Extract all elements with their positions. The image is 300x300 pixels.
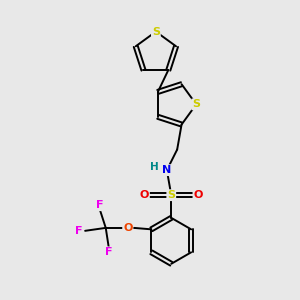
Text: S: S bbox=[167, 190, 175, 200]
Text: F: F bbox=[96, 200, 103, 210]
Text: O: O bbox=[194, 190, 203, 200]
Text: O: O bbox=[123, 223, 133, 233]
Text: O: O bbox=[140, 190, 149, 200]
Text: N: N bbox=[162, 165, 172, 175]
Text: H: H bbox=[150, 162, 159, 172]
Text: S: S bbox=[152, 27, 160, 37]
Text: F: F bbox=[105, 247, 112, 257]
Text: F: F bbox=[76, 226, 83, 236]
Text: S: S bbox=[192, 99, 200, 110]
